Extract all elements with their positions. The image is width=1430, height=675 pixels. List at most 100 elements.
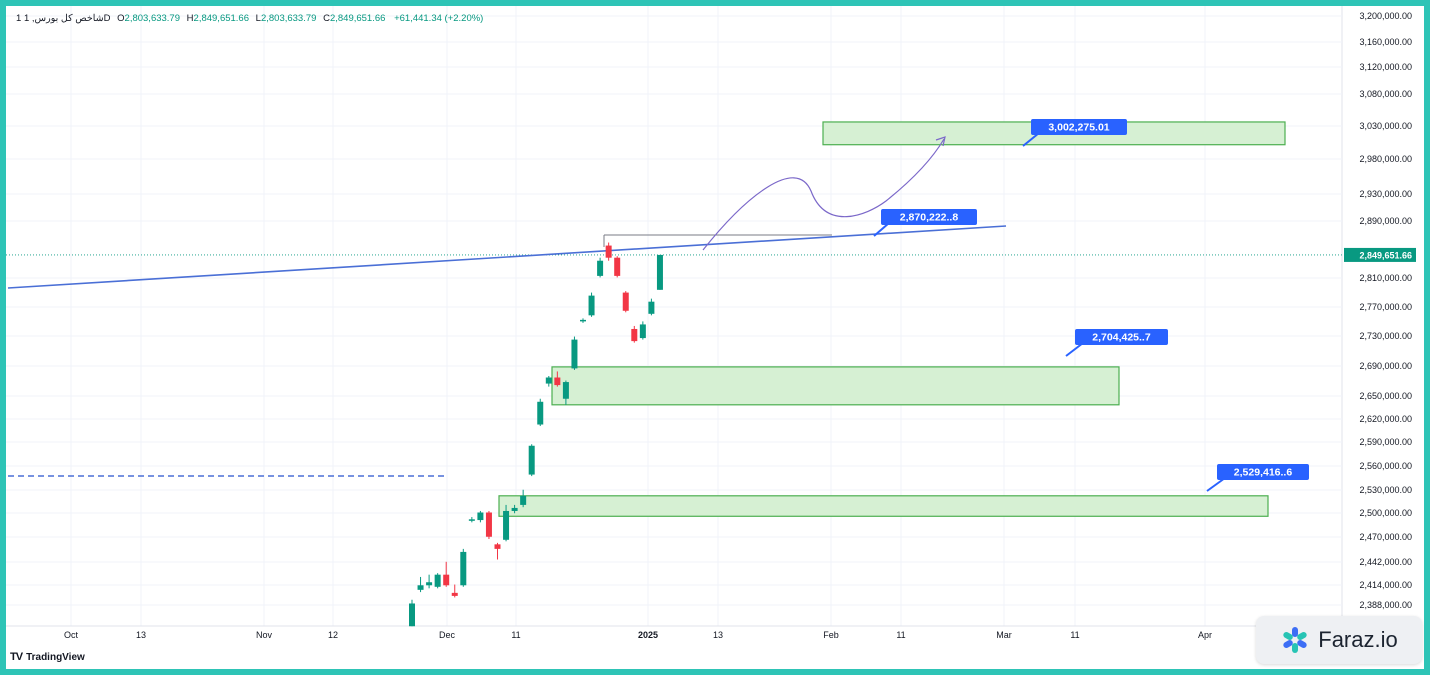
label-zone-low-pointer [1206,477,1226,492]
projection-arrowhead [935,136,946,147]
price-tick-label: 2,470,000.00 [1359,532,1412,542]
label-trendline-bg [881,209,977,225]
label-target-top-bg [1031,119,1127,135]
price-tick-label: 2,414,000.00 [1359,580,1412,590]
candle-body [477,512,484,521]
grid [6,6,1343,627]
close-value: 2,849,651.66 [329,13,386,24]
label-zone-low-bg [1217,464,1309,480]
label-zone-mid-pointer [1065,342,1084,357]
candle-body [409,603,415,627]
label-trendline-text: 2,870,222..8 [900,212,959,224]
price-axis[interactable]: 3,200,000.00 3,160,000.00 3,120,000.00 3,08… [1344,11,1416,610]
price-tick-label: 2,770,000.00 [1359,302,1412,312]
projection-path [702,138,945,251]
candle-body [528,445,535,475]
time-tick-label: 11 [511,630,520,640]
demand-zone-low [498,495,1269,517]
price-tick-label: 2,980,000.00 [1359,154,1412,164]
label-target-top-text: 3,002,275.01 [1048,122,1109,134]
low-value: 2,803,633.79 [260,13,317,24]
price-tick-label: 2,560,000.00 [1359,461,1412,471]
label-trendline-pointer [873,222,890,237]
price-tick-label: 2,442,000.00 [1359,557,1412,567]
price-tick-label: 2,620,000.00 [1359,414,1412,424]
symbol-name[interactable]: 1 شاخص کل بورس, 1D [16,13,111,24]
candle-body [639,324,646,339]
price-tick-label: 2,810,000.00 [1359,273,1412,283]
label-zone-low-text: 2,529,416..6 [1234,467,1293,479]
candle-body [485,512,492,537]
price-tick-label: 2,730,000.00 [1359,331,1412,341]
candle-body [656,254,663,290]
chart-frame: 3,002,275.01 2,870,222..8 2,704,425..7 2,52… [6,6,1424,669]
time-tick-label: Oct [64,630,79,640]
annotation-labels: 3,002,275.01 2,870,222..8 2,704,425..7 2,52… [873,119,1309,492]
candle-body [451,592,458,596]
candle-body [554,377,561,386]
high-value: 2,849,651.66 [193,13,250,24]
low-label: L [255,13,261,24]
price-tick-label: 2,388,000.00 [1359,600,1412,610]
current-price-tag-bg [1344,247,1416,262]
candles [409,242,663,627]
symbol-header: 1 شاخص کل بورس, 1D O2,803,633.79 H2,849,… [16,13,483,24]
tradingview-logo[interactable]: TV TradingView [10,651,85,663]
candle-body [426,582,433,586]
time-tick-label: Apr [1198,630,1212,640]
time-tick-label: Feb [823,630,839,640]
high-label: H [186,13,194,24]
candle-body [468,519,475,521]
candle-body [580,319,586,322]
candle-body [648,301,655,314]
time-tick-label: 12 [328,630,338,640]
chart-canvas[interactable]: 3,002,275.01 2,870,222..8 2,704,425..7 2,52… [6,6,1424,669]
label-zone-mid-bg [1075,329,1168,345]
candle-body [511,507,518,511]
trendline [7,225,1007,289]
drawing-lines [6,136,1342,477]
faraz-watermark: Faraz.io [1256,616,1422,664]
candle-body [537,401,544,425]
price-tick-label: 3,160,000.00 [1359,37,1412,47]
candle-body [417,585,424,590]
candle-body [434,574,441,587]
time-tick-label: 11 [896,630,905,640]
change-value: +61,441.34 (+2.20%) [394,13,484,24]
candle-body [571,339,578,369]
candle-body [597,260,604,276]
time-tick-label: Dec [439,630,456,640]
candle-body [588,295,595,316]
time-tick-label: 13 [713,630,723,640]
price-tick-label: 2,690,000.00 [1359,361,1412,371]
candle-body [614,257,621,276]
zones [498,121,1286,517]
candle-body [631,328,638,342]
time-tick-label: 13 [136,630,146,640]
price-tick-label: 2,930,000.00 [1359,189,1412,199]
candle-body [545,377,552,384]
open-value: 2,803,633.79 [124,13,181,24]
price-tick-label: 3,200,000.00 [1359,11,1412,21]
price-tick-label: 2,500,000.00 [1359,508,1412,518]
label-target-top-pointer [1022,132,1040,147]
price-tick-label: 3,080,000.00 [1359,89,1412,99]
close-label: C [323,13,330,24]
time-tick-label: Mar [996,630,1012,640]
tradingview-text: TradingView [26,651,85,663]
candle-body [494,544,501,549]
candle-body [460,551,467,586]
open-label: O [117,13,125,24]
current-price-tag-text: 2,849,651.66 [1359,250,1412,260]
faraz-brand-text: Faraz.io [1318,627,1398,652]
faraz-logo-icon [1283,627,1307,653]
price-tick-label: 2,530,000.00 [1359,485,1412,495]
time-tick-label: 11 [1070,630,1079,640]
price-tick-label: 3,030,000.00 [1359,121,1412,131]
label-zone-mid-text: 2,704,425..7 [1092,332,1151,344]
candle-body [605,245,612,258]
price-tick-label: 3,120,000.00 [1359,62,1412,72]
time-axis[interactable]: Oct 13 Nov 12 Dec 11 2025 13 Feb 11 Mar 11 Apr [64,630,1212,640]
time-tick-label: Nov [256,630,273,640]
candle-body [520,495,527,505]
